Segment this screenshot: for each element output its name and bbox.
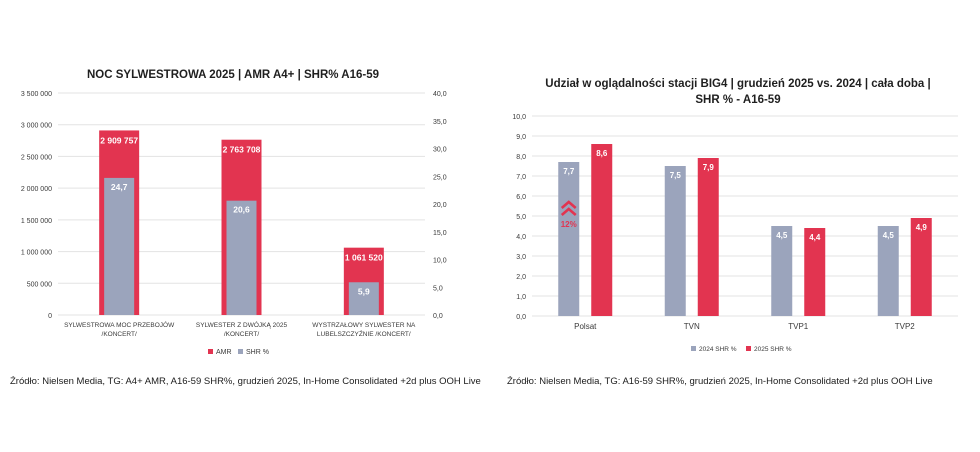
bar-shr — [104, 177, 135, 315]
legend-swatch-2025 — [746, 346, 751, 351]
y-tick-left: 1 000 000 — [21, 250, 52, 257]
bar-2024 — [877, 226, 899, 316]
y-tick-right: 10,0 — [433, 258, 447, 265]
bar-2024 — [558, 162, 580, 316]
legend-label-2025: 2025 SHR % — [754, 346, 792, 353]
x-tick-label: SYLWESTER Z DWÓJKĄ 2025 — [196, 320, 288, 329]
data-label-2024: 4,5 — [776, 231, 788, 240]
bar-2025 — [804, 228, 826, 316]
source-note-right: Źródło: Nielsen Media, TG: A16-59 SHR%, … — [507, 376, 933, 387]
y-tick: 1,0 — [516, 294, 526, 301]
y-tick-right: 35,0 — [433, 119, 447, 126]
y-tick-left: 500 000 — [27, 281, 52, 288]
chart-title: NOC SYLWESTROWA 2025 | AMR A4+ | SHR% A1… — [87, 69, 379, 81]
y-tick: 9,0 — [516, 134, 526, 141]
source-note-left: Źródło: Nielsen Media, TG: A4+ AMR, A16-… — [10, 376, 481, 387]
legend-swatch-2024 — [691, 346, 696, 351]
y-tick-right: 25,0 — [433, 174, 447, 181]
growth-annotation: 12% — [561, 220, 577, 229]
growth-arrow-icon — [560, 200, 577, 216]
bar-2025 — [910, 218, 932, 316]
y-tick-left: 2 000 000 — [21, 186, 52, 193]
y-tick-left: 2 500 000 — [21, 154, 52, 161]
y-tick: 7,0 — [516, 174, 526, 181]
y-tick-right: 0,0 — [433, 313, 443, 320]
data-label-shr: 20,6 — [233, 205, 250, 215]
data-label-amr: 2 763 708 — [223, 145, 261, 155]
chart-right-big4-share: Udział w oglądalności stacji BIG4 | grud… — [512, 78, 958, 353]
y-tick-left: 3 500 000 — [21, 91, 52, 98]
y-tick-right: 15,0 — [433, 230, 447, 237]
y-tick-left: 1 500 000 — [21, 218, 52, 225]
chart-title: Udział w oglądalności stacji BIG4 | grud… — [545, 78, 930, 90]
x-tick-label: /KONCERT/ — [102, 331, 137, 338]
data-label-shr: 24,7 — [111, 182, 128, 192]
y-tick: 5,0 — [516, 214, 526, 221]
x-tick-label: TVP1 — [788, 322, 809, 331]
bar-2024 — [771, 226, 793, 316]
bar-shr — [348, 282, 379, 315]
x-tick-label: Polsat — [574, 322, 597, 331]
data-label-shr: 5,9 — [358, 286, 370, 296]
y-tick: 10,0 — [512, 114, 526, 121]
y-tick: 3,0 — [516, 254, 526, 261]
y-tick-right: 30,0 — [433, 147, 447, 154]
x-tick-label: /KONCERT/ — [224, 331, 259, 338]
legend-label-2024: 2024 SHR % — [699, 346, 737, 353]
y-tick-right: 40,0 — [433, 91, 447, 98]
y-tick: 8,0 — [516, 154, 526, 161]
bar-2024 — [664, 166, 686, 316]
data-label-amr: 2 909 757 — [100, 135, 138, 145]
data-label-2025: 7,9 — [703, 163, 715, 172]
data-label-2025: 8,6 — [596, 149, 608, 158]
y-tick-right: 20,0 — [433, 202, 447, 209]
data-label-2024: 7,5 — [670, 171, 682, 180]
bar-shr — [226, 200, 257, 315]
data-label-2025: 4,4 — [809, 233, 821, 242]
legend-label-shr: SHR % — [246, 349, 269, 356]
y-tick-left: 0 — [48, 313, 52, 320]
y-tick: 4,0 — [516, 234, 526, 241]
x-tick-label: SYLWESTROWA MOC PRZEBOJÓW — [64, 320, 175, 329]
x-tick-label: TVP2 — [895, 322, 916, 331]
data-label-2024: 4,5 — [883, 231, 895, 240]
y-tick-left: 3 000 000 — [21, 123, 52, 130]
chart-left-noc-sylwestrowa: NOC SYLWESTROWA 2025 | AMR A4+ | SHR% A1… — [21, 69, 447, 356]
bar-2025 — [697, 158, 719, 316]
x-tick-label: LUBELSZCZYŹNIE /KONCERT/ — [317, 329, 411, 338]
y-tick: 0,0 — [516, 314, 526, 321]
legend-swatch-shr — [238, 349, 243, 354]
data-label-2025: 4,9 — [916, 223, 928, 232]
data-label-amr: 1 061 520 — [345, 253, 383, 263]
legend-swatch-amr — [208, 349, 213, 354]
y-tick-right: 5,0 — [433, 285, 443, 292]
x-tick-label: WYSTRZAŁOWY SYLWESTER NA — [312, 322, 416, 329]
legend-label-amr: AMR — [216, 349, 232, 356]
data-label-2024: 7,7 — [563, 167, 575, 176]
y-tick: 6,0 — [516, 194, 526, 201]
chart-title: SHR % - A16-59 — [695, 94, 780, 106]
y-tick: 2,0 — [516, 274, 526, 281]
bar-2025 — [591, 144, 613, 316]
x-tick-label: TVN — [684, 322, 700, 331]
